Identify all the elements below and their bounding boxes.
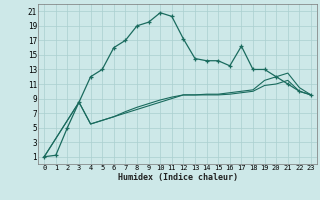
X-axis label: Humidex (Indice chaleur): Humidex (Indice chaleur)	[118, 173, 238, 182]
